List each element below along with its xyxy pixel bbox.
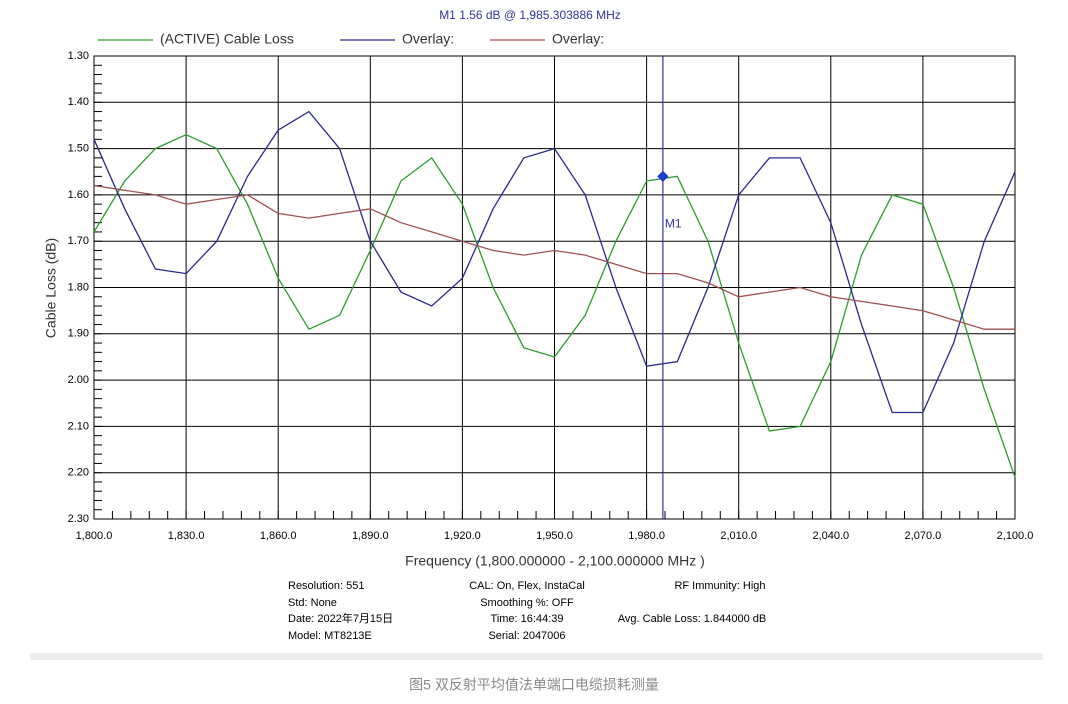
- y-tick-label: 1.50: [68, 143, 89, 155]
- x-axis-label: Frequency (1,800.000000 - 2,100.000000 M…: [405, 553, 705, 569]
- x-tick-label: 1,890.0: [352, 530, 389, 542]
- y-tick-label: 1.60: [68, 189, 89, 201]
- info-text: Smoothing %: OFF: [480, 597, 574, 609]
- marker-point: [657, 170, 669, 183]
- y-tick-label: 2.20: [68, 467, 89, 479]
- info-text: Std: None: [288, 597, 337, 609]
- y-tick-label: 2.30: [68, 513, 89, 525]
- legend-label: Overlay:: [552, 31, 604, 47]
- separator: [30, 653, 1043, 660]
- series-line: [93, 133, 1016, 478]
- series-line: [93, 184, 1015, 330]
- y-tick-label: 1.40: [68, 96, 89, 108]
- info-text: Time: 16:44:39: [491, 613, 564, 625]
- info-text: Avg. Cable Loss: 1.844000 dB: [618, 613, 766, 625]
- info-text: Model: MT8213E: [288, 630, 372, 642]
- legend-label: Overlay:: [402, 31, 454, 47]
- legend-label: (ACTIVE) Cable Loss: [160, 31, 294, 47]
- x-tick-label: 1,980.0: [628, 530, 665, 542]
- x-tick-label: 2,100.0: [997, 530, 1034, 542]
- info-text: Resolution: 551: [288, 580, 364, 592]
- y-tick-label: 1.90: [68, 328, 89, 340]
- y-tick-label: 2.10: [68, 420, 89, 432]
- info-text: Serial: 2047006: [488, 630, 565, 642]
- x-tick-label: 1,920.0: [444, 530, 481, 542]
- info-text: CAL: On, Flex, InstaCal: [469, 580, 585, 592]
- y-tick-label: 1.30: [68, 50, 89, 62]
- x-tick-label: 2,040.0: [812, 530, 849, 542]
- y-tick-label: 1.80: [68, 281, 89, 293]
- x-tick-label: 1,860.0: [260, 530, 297, 542]
- chart-title: M1 1.56 dB @ 1,985.303886 MHz: [439, 8, 621, 22]
- x-tick-label: 2,010.0: [720, 530, 757, 542]
- info-text: Date: 2022年7月15日: [288, 611, 393, 625]
- x-tick-label: 1,830.0: [168, 530, 205, 542]
- y-axis-label: Cable Loss (dB): [43, 238, 59, 338]
- caption: 图5 双反射平均值法单端口电缆损耗测量: [409, 677, 659, 693]
- info-text: RF Immunity: High: [674, 580, 765, 592]
- x-tick-label: 1,950.0: [536, 530, 573, 542]
- series-line: [93, 110, 1016, 414]
- y-tick-label: 1.70: [68, 235, 89, 247]
- marker-label: M1: [665, 217, 682, 231]
- y-tick-label: 2.00: [68, 374, 89, 386]
- x-tick-label: 1,800.0: [76, 530, 113, 542]
- x-tick-label: 2,070.0: [905, 530, 942, 542]
